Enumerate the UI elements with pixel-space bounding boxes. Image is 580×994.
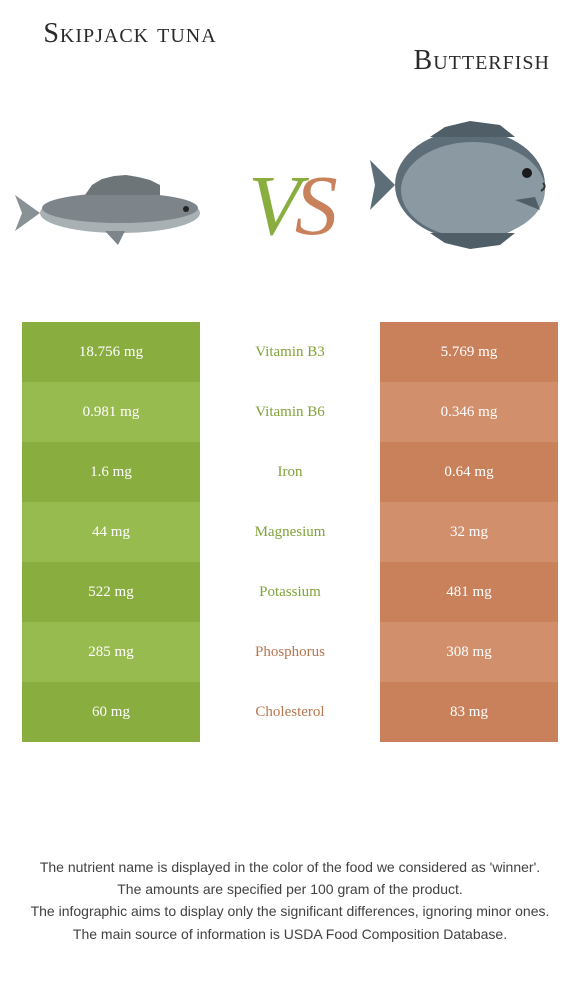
right-value: 5.769 mg: [380, 322, 558, 382]
vs-label: VS: [248, 155, 332, 255]
vs-s: S: [295, 157, 332, 253]
left-value: 44 mg: [22, 502, 200, 562]
table-row: 1.6 mgIron0.64 mg: [22, 442, 558, 502]
right-value: 308 mg: [380, 622, 558, 682]
left-value: 285 mg: [22, 622, 200, 682]
nutrient-label: Magnesium: [200, 502, 380, 562]
footer-line-2: The amounts are specified per 100 gram o…: [22, 879, 558, 899]
nutrient-label: Iron: [200, 442, 380, 502]
right-value: 83 mg: [380, 682, 558, 742]
table-row: 522 mgPotassium481 mg: [22, 562, 558, 622]
right-item-title: Butterfish: [340, 45, 550, 77]
footer-notes: The nutrient name is displayed in the co…: [22, 857, 558, 946]
tuna-icon: [10, 155, 220, 260]
table-row: 0.981 mgVitamin B60.346 mg: [22, 382, 558, 442]
butterfish-icon: [365, 105, 565, 270]
nutrient-label: Potassium: [200, 562, 380, 622]
vs-v: V: [248, 157, 295, 253]
left-value: 0.981 mg: [22, 382, 200, 442]
footer-line-3: The infographic aims to display only the…: [22, 901, 558, 921]
left-value: 522 mg: [22, 562, 200, 622]
nutrient-label: Vitamin B6: [200, 382, 380, 442]
footer-line-1: The nutrient name is displayed in the co…: [22, 857, 558, 877]
right-value: 0.346 mg: [380, 382, 558, 442]
nutrient-label: Phosphorus: [200, 622, 380, 682]
right-value: 32 mg: [380, 502, 558, 562]
left-value: 18.756 mg: [22, 322, 200, 382]
left-value: 1.6 mg: [22, 442, 200, 502]
table-row: 285 mgPhosphorus308 mg: [22, 622, 558, 682]
table-row: 18.756 mgVitamin B35.769 mg: [22, 322, 558, 382]
right-value: 481 mg: [380, 562, 558, 622]
nutrient-label: Vitamin B3: [200, 322, 380, 382]
nutrient-comparison-table: 18.756 mgVitamin B35.769 mg0.981 mgVitam…: [22, 322, 558, 742]
nutrient-label: Cholesterol: [200, 682, 380, 742]
left-value: 60 mg: [22, 682, 200, 742]
table-row: 44 mgMagnesium32 mg: [22, 502, 558, 562]
comparison-header: Skipjack tuna Butterfish: [0, 0, 580, 280]
footer-line-4: The main source of information is USDA F…: [22, 924, 558, 944]
right-value: 0.64 mg: [380, 442, 558, 502]
table-row: 60 mgCholesterol83 mg: [22, 682, 558, 742]
left-item-title: Skipjack tuna: [30, 18, 230, 50]
